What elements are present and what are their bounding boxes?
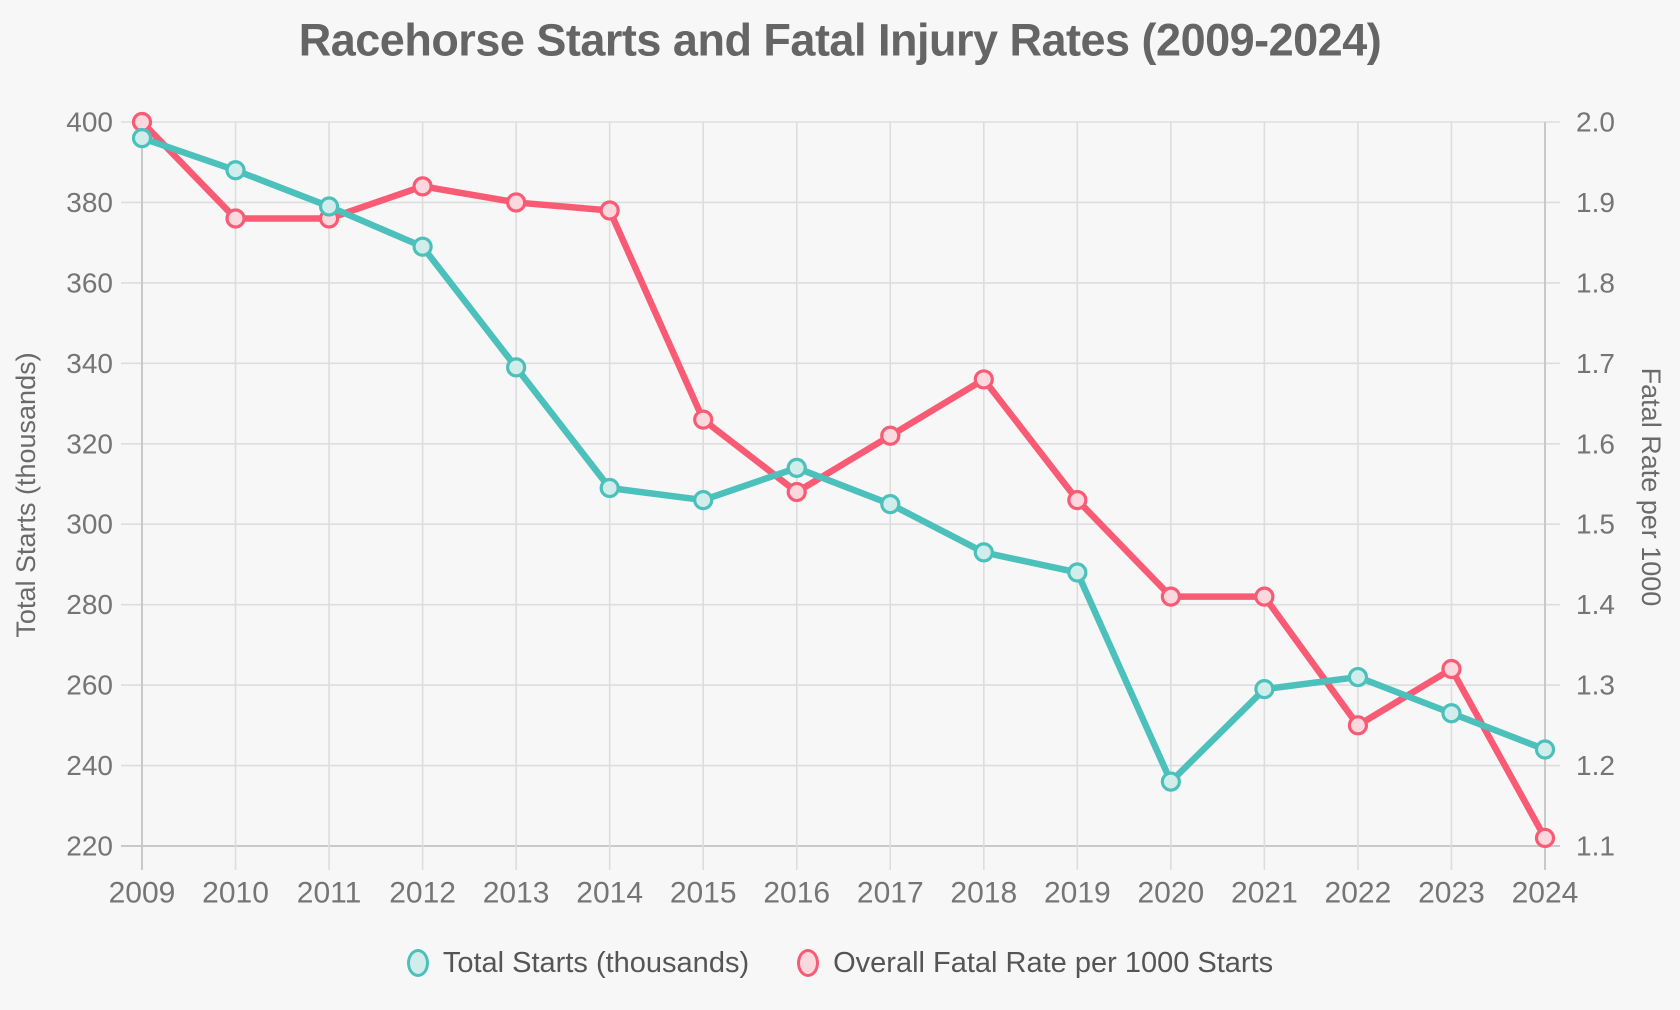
data-point bbox=[131, 111, 153, 133]
y-right-tick-label: 2.0 bbox=[1576, 107, 1615, 138]
x-tick-label: 2010 bbox=[202, 877, 269, 910]
data-point bbox=[412, 236, 433, 257]
axis-labels-layer: 400 2.0 380 1.9 360 1.8 340 1.7 320 1.6 300 1.5 280 1… bbox=[66, 107, 1615, 910]
data-point bbox=[880, 494, 901, 515]
y-left-tick-label: 340 bbox=[66, 348, 113, 379]
series-fatal-rate bbox=[131, 111, 1556, 849]
data-point bbox=[693, 489, 714, 511]
data-point bbox=[1441, 703, 1462, 724]
data-point bbox=[1347, 715, 1369, 736]
y-left-tick-label: 300 bbox=[66, 509, 113, 540]
legend-item-total-starts[interactable]: Total Starts (thousands) bbox=[406, 946, 750, 980]
y-right-tick-label: 1.5 bbox=[1576, 509, 1615, 540]
data-point bbox=[412, 176, 433, 197]
legend: Total Starts (thousands) Overall Fatal R… bbox=[0, 936, 1680, 990]
data-point bbox=[318, 196, 340, 217]
y-left-tick-label: 360 bbox=[66, 267, 113, 298]
y-right-tick-label: 1.8 bbox=[1576, 267, 1615, 298]
data-point bbox=[131, 127, 153, 149]
x-tick-label: 2017 bbox=[857, 877, 924, 910]
y-left-axis-title: Total Starts (thousands) bbox=[11, 352, 41, 637]
data-point bbox=[880, 425, 901, 446]
series-total-starts bbox=[131, 127, 1556, 792]
y-right-tick-label: 1.1 bbox=[1576, 831, 1615, 862]
x-tick-label: 2023 bbox=[1418, 877, 1485, 910]
legend-label-total-starts: Total Starts (thousands) bbox=[442, 946, 750, 979]
data-point bbox=[1534, 739, 1556, 760]
legend-label-fatal-rate: Overall Fatal Rate per 1000 Starts bbox=[833, 946, 1274, 979]
x-tick-label: 2018 bbox=[950, 877, 1017, 910]
x-tick-label: 2013 bbox=[483, 877, 550, 910]
data-point bbox=[599, 477, 620, 499]
series-line bbox=[138, 134, 1549, 785]
y-right-tick-label: 1.7 bbox=[1576, 348, 1615, 379]
data-point bbox=[786, 457, 807, 479]
x-tick-label: 2020 bbox=[1137, 877, 1204, 910]
data-point bbox=[506, 192, 527, 213]
x-tick-label: 2012 bbox=[389, 877, 456, 910]
x-tick-label: 2014 bbox=[576, 877, 643, 910]
y-left-tick-label: 220 bbox=[66, 831, 113, 862]
y-left-tick-label: 380 bbox=[66, 187, 113, 218]
y-right-tick-label: 1.4 bbox=[1576, 589, 1615, 620]
data-point bbox=[1441, 658, 1462, 680]
data-point bbox=[1254, 679, 1275, 700]
data-point bbox=[1067, 562, 1088, 583]
y-left-tick-label: 240 bbox=[66, 750, 113, 781]
y-right-tick-label: 1.2 bbox=[1576, 750, 1615, 781]
series-line bbox=[138, 118, 1549, 842]
data-point bbox=[693, 409, 714, 430]
chart-title: Racehorse Starts and Fatal Injury Rates … bbox=[299, 15, 1381, 66]
x-tick-label: 2016 bbox=[763, 877, 830, 910]
legend-marker-fatal-rate-icon bbox=[797, 949, 820, 977]
y-right-tick-label: 1.6 bbox=[1576, 428, 1615, 459]
y-left-tick-label: 400 bbox=[66, 107, 113, 138]
data-point bbox=[973, 542, 994, 563]
x-tick-label: 2022 bbox=[1325, 877, 1392, 910]
legend-item-fatal-rate[interactable]: Overall Fatal Rate per 1000 Starts bbox=[797, 947, 1273, 980]
data-point bbox=[1160, 771, 1181, 792]
legend-marker-total-starts-icon bbox=[406, 949, 429, 977]
x-tick-label: 2009 bbox=[109, 877, 176, 910]
x-tick-label: 2011 bbox=[297, 877, 362, 910]
y-right-tick-label: 1.3 bbox=[1576, 670, 1615, 701]
y-left-tick-label: 260 bbox=[66, 670, 113, 701]
y-left-tick-label: 320 bbox=[66, 428, 113, 459]
data-point bbox=[1160, 586, 1181, 607]
y-right-axis-title: Fatal Rate per 1000 bbox=[1636, 368, 1666, 607]
data-point bbox=[225, 160, 246, 181]
grid-layer bbox=[121, 121, 1560, 870]
data-point bbox=[973, 369, 994, 390]
x-tick-label: 2019 bbox=[1044, 877, 1111, 910]
series-layer bbox=[131, 111, 1556, 849]
data-point bbox=[1254, 586, 1275, 607]
data-point bbox=[1534, 827, 1556, 849]
data-point bbox=[225, 208, 246, 229]
y-right-tick-label: 1.9 bbox=[1576, 187, 1615, 218]
x-tick-label: 2015 bbox=[670, 877, 737, 910]
data-point bbox=[599, 200, 620, 221]
data-point bbox=[1347, 666, 1369, 688]
x-tick-label: 2024 bbox=[1512, 877, 1579, 910]
data-point bbox=[786, 481, 807, 503]
data-point bbox=[1067, 489, 1088, 511]
x-tick-label: 2021 bbox=[1231, 877, 1298, 910]
data-point bbox=[506, 357, 527, 378]
y-left-tick-label: 280 bbox=[66, 589, 113, 620]
